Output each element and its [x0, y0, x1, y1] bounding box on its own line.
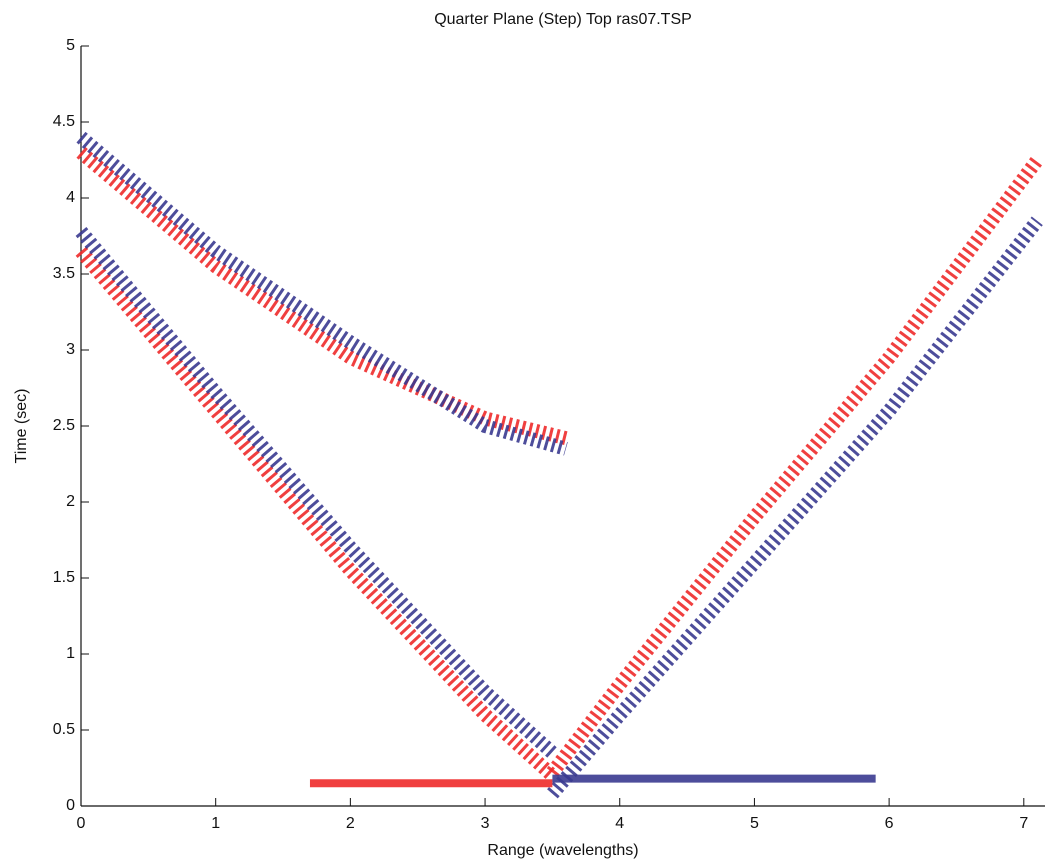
- wavefront: [75, 226, 558, 758]
- y-tick-label: 0: [66, 797, 75, 814]
- y-tick-label: 4: [66, 189, 75, 206]
- y-tick-label: 3.5: [53, 265, 75, 282]
- x-tick-label: 3: [481, 815, 490, 832]
- x-tick-label: 1: [211, 815, 220, 832]
- x-tick-label: 6: [885, 815, 894, 832]
- x-tick-label: 5: [750, 815, 759, 832]
- y-tick-label: 2.5: [53, 417, 75, 434]
- y-tick-label: 1.5: [53, 569, 75, 586]
- wavefront: [547, 216, 1043, 799]
- x-axis-label: Range (wavelengths): [487, 842, 638, 859]
- y-axis-label: Time (sec): [13, 389, 30, 464]
- x-tick-label: 0: [77, 815, 86, 832]
- wavefront: [76, 131, 568, 456]
- x-tick-label: 4: [615, 815, 624, 832]
- y-tick-label: 5: [66, 37, 75, 54]
- x-tick-label: 7: [1019, 815, 1028, 832]
- wavefront: [546, 155, 1043, 777]
- y-tick-label: 0.5: [53, 721, 75, 738]
- y-tick-label: 1: [66, 645, 75, 662]
- y-tick-label: 3: [66, 341, 75, 358]
- x-tick-label: 2: [346, 815, 355, 832]
- y-tick-label: 4.5: [53, 113, 75, 130]
- y-tick-label: 2: [66, 493, 75, 510]
- chart-title: Quarter Plane (Step) Top ras07.TSP: [434, 11, 692, 28]
- wavefront: [75, 246, 558, 781]
